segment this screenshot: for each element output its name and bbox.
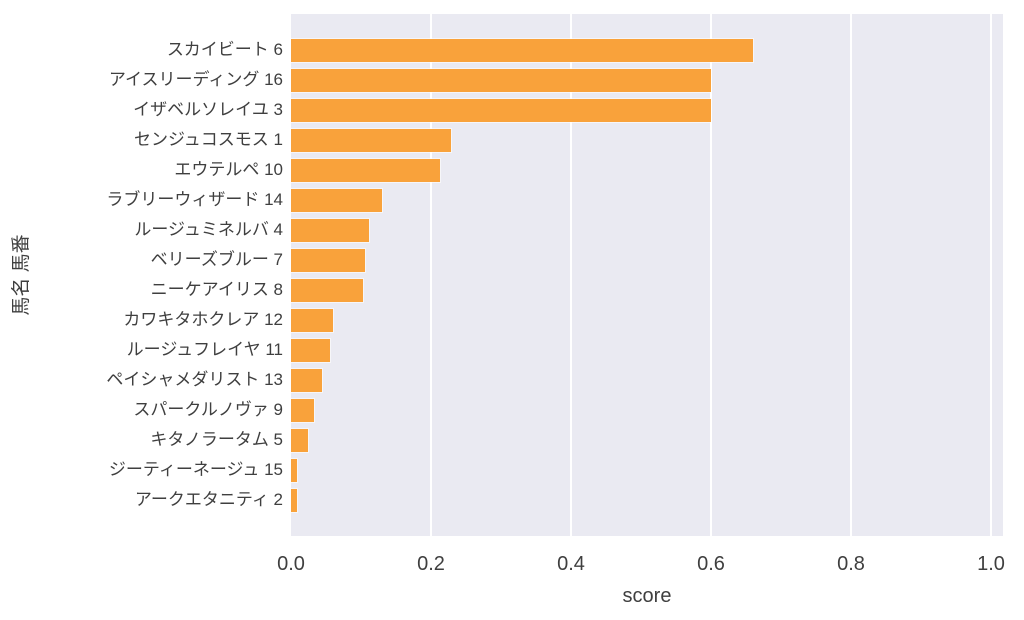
y-tick-label: アイスリーディング 16 bbox=[108, 70, 283, 89]
plot-area bbox=[291, 14, 1003, 536]
bar bbox=[291, 458, 297, 482]
gridline-x-0.8 bbox=[850, 14, 852, 536]
x-tick-label: 0.6 bbox=[697, 553, 725, 575]
x-axis-title: score bbox=[622, 585, 672, 607]
gridline-x-0.2 bbox=[430, 14, 432, 536]
bar bbox=[291, 38, 753, 62]
bar bbox=[291, 368, 322, 392]
y-tick-label: イザベルソレイユ 3 bbox=[133, 100, 283, 119]
bar bbox=[291, 158, 441, 182]
y-tick-label: ニーケアイリス 8 bbox=[150, 280, 283, 299]
y-tick-label: ルージュフレイヤ 11 bbox=[126, 340, 283, 359]
y-tick-label: スカイビート 6 bbox=[166, 40, 283, 59]
y-tick-label: カワキタホクレア 12 bbox=[123, 310, 283, 329]
y-tick-label: ベリーズブルー 7 bbox=[150, 250, 283, 269]
y-tick-label: スパークルノヴァ 9 bbox=[133, 400, 283, 419]
bar bbox=[291, 68, 711, 92]
y-tick-label: ジーティーネージュ 15 bbox=[108, 460, 283, 479]
bar bbox=[291, 98, 711, 122]
y-tick-label: アークエタニティ 2 bbox=[134, 490, 283, 509]
bar bbox=[291, 248, 366, 272]
x-tick-label: 1.0 bbox=[977, 553, 1005, 575]
x-tick-label: 0.8 bbox=[837, 553, 865, 575]
bar bbox=[291, 488, 297, 512]
y-tick-label: ルージュミネルバ 4 bbox=[134, 220, 283, 239]
bar bbox=[291, 338, 331, 362]
bar bbox=[291, 188, 382, 212]
x-tick-label: 0.2 bbox=[417, 553, 445, 575]
bar bbox=[291, 218, 369, 242]
bar bbox=[291, 278, 364, 302]
y-tick-label: キタノラータム 5 bbox=[150, 430, 283, 449]
bar bbox=[291, 398, 315, 422]
bar bbox=[291, 128, 451, 152]
y-tick-label: ラブリーウィザード 14 bbox=[106, 190, 283, 209]
gridline-x-1.0 bbox=[990, 14, 992, 536]
gridline-x-0.4 bbox=[570, 14, 572, 536]
gridline-x-0.6 bbox=[710, 14, 712, 536]
x-tick-label: 0.4 bbox=[557, 553, 585, 575]
y-tick-label: エウテルペ 10 bbox=[174, 160, 283, 179]
bar bbox=[291, 428, 308, 452]
bar bbox=[291, 308, 333, 332]
x-tick-label: 0.0 bbox=[277, 553, 305, 575]
y-tick-label: ペイシャメダリスト 13 bbox=[106, 370, 283, 389]
y-tick-label: センジュコスモス 1 bbox=[134, 130, 283, 149]
